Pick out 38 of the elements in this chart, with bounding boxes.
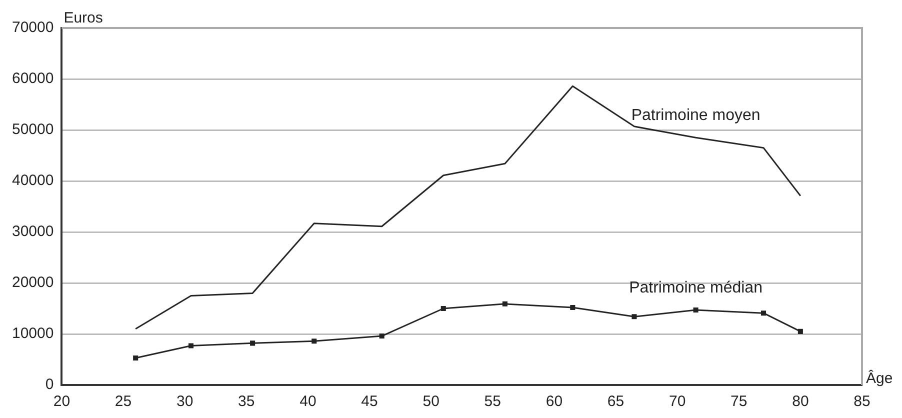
point — [188, 343, 194, 348]
x-axis-title: Âge — [866, 369, 893, 388]
point — [760, 310, 766, 316]
point — [693, 308, 698, 313]
series-label: Patrimoine moyen — [631, 107, 760, 124]
point — [379, 334, 384, 339]
point — [798, 328, 803, 334]
y-axis-title: Euros — [64, 10, 103, 27]
point — [312, 338, 317, 344]
point — [133, 355, 138, 360]
point — [250, 340, 256, 346]
x-tick-label: 80 — [792, 393, 809, 410]
x-tick-label: 50 — [422, 393, 440, 410]
x-tick-label: 40 — [300, 393, 316, 410]
y-tick-label: 70000 — [12, 19, 54, 36]
x-tick-label: 25 — [114, 393, 132, 410]
x-tick-label: 70 — [668, 393, 686, 410]
point — [632, 314, 637, 320]
y-tick-label: 40000 — [12, 172, 54, 190]
x-tick-label: 85 — [854, 393, 870, 410]
point — [502, 301, 508, 306]
series-label: Patrimoine médian — [629, 279, 762, 296]
y-tick-label: 30000 — [12, 223, 54, 240]
x-tick-label: 65 — [607, 393, 624, 410]
y-tick-label: 10000 — [12, 325, 54, 342]
x-tick-label: 30 — [176, 393, 194, 410]
x-tick-label: 60 — [546, 393, 563, 410]
point — [440, 306, 446, 312]
x-tick-label: 55 — [484, 393, 501, 410]
x-tick-label: 35 — [238, 393, 255, 410]
y-tick-label: 50000 — [12, 121, 54, 138]
x-tick-label: 75 — [730, 393, 748, 410]
y-tick-label: 60000 — [12, 70, 54, 88]
y-tick-label: 0 — [45, 376, 54, 394]
y-tick-label: 20000 — [12, 274, 54, 292]
x-tick-label: 45 — [361, 393, 378, 410]
x-tick-label: 20 — [53, 393, 70, 410]
point — [570, 304, 576, 310]
